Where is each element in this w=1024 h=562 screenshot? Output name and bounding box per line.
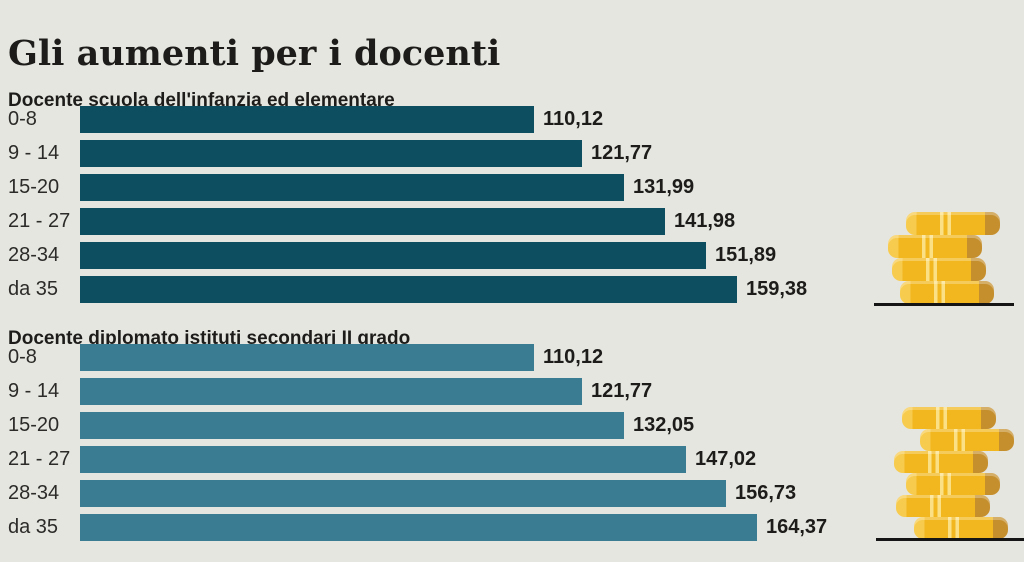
bar (80, 241, 706, 269)
category-label: 9 - 14 (8, 141, 60, 164)
category-label: 21 - 27 (8, 447, 71, 470)
category-label: 28-34 (8, 481, 60, 504)
value-label: 156,73 (735, 481, 797, 504)
bar (80, 479, 726, 507)
bar (80, 139, 582, 167)
bar (80, 207, 665, 235)
ground-line (876, 538, 1024, 541)
bar-row: 15-20 132,05 (8, 408, 1016, 442)
value-label: 147,02 (695, 447, 757, 470)
category-label: 15-20 (8, 413, 60, 436)
category-label: da 35 (8, 277, 59, 300)
value-label: 131,99 (633, 175, 695, 198)
bar-row: 9 - 14 121,77 (8, 136, 1016, 170)
bar-row: 9 - 14 121,77 (8, 374, 1016, 408)
value-label: 141,98 (674, 209, 736, 232)
page-title: Gli aumenti per i docenti (8, 33, 501, 75)
bar-chart-section-2: 0-8 110,12 9 - 14 121,77 15-20 132,05 21… (8, 340, 1016, 544)
ground-line (874, 303, 1014, 306)
coin (896, 495, 990, 517)
coin (900, 281, 994, 304)
bar (80, 513, 757, 541)
category-label: da 35 (8, 515, 59, 538)
value-label: 121,77 (591, 379, 653, 402)
bar-chart-section-1: 0-8 110,12 9 - 14 121,77 15-20 131,99 21… (8, 102, 1016, 306)
category-label: 15-20 (8, 175, 60, 198)
coin (902, 407, 996, 429)
coin (920, 429, 1014, 451)
bar-row: 28-34 151,89 (8, 238, 1016, 272)
bar (80, 173, 624, 201)
category-label: 0-8 (8, 345, 37, 368)
bar-row: 0-8 110,12 (8, 102, 1016, 136)
bar-row: da 35 159,38 (8, 272, 1016, 306)
value-label: 164,37 (766, 515, 828, 538)
coin (906, 212, 1000, 235)
bar (80, 411, 624, 439)
bar-row: 0-8 110,12 (8, 340, 1016, 374)
coin-stack-icon (888, 212, 1000, 304)
category-label: 28-34 (8, 243, 60, 266)
category-label: 9 - 14 (8, 379, 60, 402)
bar-row: 28-34 156,73 (8, 476, 1016, 510)
coin-stack-icon (894, 407, 1014, 539)
bar-row: 21 - 27 141,98 (8, 204, 1016, 238)
category-label: 21 - 27 (8, 209, 71, 232)
bar (80, 105, 534, 133)
coin (894, 451, 988, 473)
coin (906, 473, 1000, 495)
bar (80, 275, 737, 303)
bar (80, 445, 686, 473)
coin (888, 235, 982, 258)
value-label: 151,89 (715, 243, 777, 266)
value-label: 121,77 (591, 141, 653, 164)
bar-row: 21 - 27 147,02 (8, 442, 1016, 476)
bar (80, 377, 582, 405)
category-label: 0-8 (8, 107, 37, 130)
value-label: 110,12 (543, 345, 604, 368)
bar (80, 343, 534, 371)
coin (914, 517, 1008, 539)
bar-row: da 35 164,37 (8, 510, 1016, 544)
value-label: 132,05 (633, 413, 695, 436)
value-label: 110,12 (543, 107, 604, 130)
bar-row: 15-20 131,99 (8, 170, 1016, 204)
coin (892, 258, 986, 281)
value-label: 159,38 (746, 277, 808, 300)
